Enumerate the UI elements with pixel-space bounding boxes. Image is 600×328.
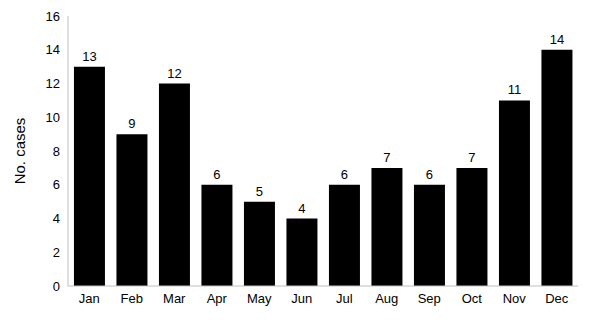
svg-text:6: 6	[213, 167, 220, 182]
svg-text:6: 6	[426, 167, 433, 182]
svg-text:Sep: Sep	[418, 291, 441, 306]
svg-text:Jul: Jul	[336, 291, 353, 306]
svg-text:Mar: Mar	[163, 291, 186, 306]
svg-text:Jun: Jun	[291, 291, 312, 306]
svg-text:9: 9	[128, 116, 135, 131]
svg-text:4: 4	[298, 201, 305, 216]
svg-text:7: 7	[468, 150, 475, 165]
svg-text:May: May	[247, 291, 272, 306]
svg-text:10: 10	[46, 110, 60, 125]
svg-text:14: 14	[550, 32, 564, 47]
svg-text:0: 0	[53, 279, 60, 294]
svg-text:Aug: Aug	[375, 291, 398, 306]
svg-text:7: 7	[383, 150, 390, 165]
svg-text:Oct: Oct	[462, 291, 483, 306]
svg-text:Jan: Jan	[79, 291, 100, 306]
svg-text:12: 12	[167, 66, 181, 81]
svg-text:Dec: Dec	[545, 291, 569, 306]
svg-text:2: 2	[53, 245, 60, 260]
svg-text:4: 4	[53, 211, 60, 226]
svg-text:6: 6	[341, 167, 348, 182]
svg-text:8: 8	[53, 144, 60, 159]
svg-text:16: 16	[46, 9, 60, 24]
svg-text:14: 14	[46, 42, 60, 57]
svg-text:11: 11	[508, 82, 522, 97]
svg-text:Nov: Nov	[503, 291, 527, 306]
svg-text:6: 6	[53, 177, 60, 192]
svg-text:Apr: Apr	[207, 291, 228, 306]
svg-text:5: 5	[256, 184, 263, 199]
svg-text:No. cases: No. cases	[11, 118, 28, 185]
svg-text:13: 13	[82, 49, 96, 64]
svg-text:Feb: Feb	[121, 291, 143, 306]
svg-text:12: 12	[46, 76, 60, 91]
